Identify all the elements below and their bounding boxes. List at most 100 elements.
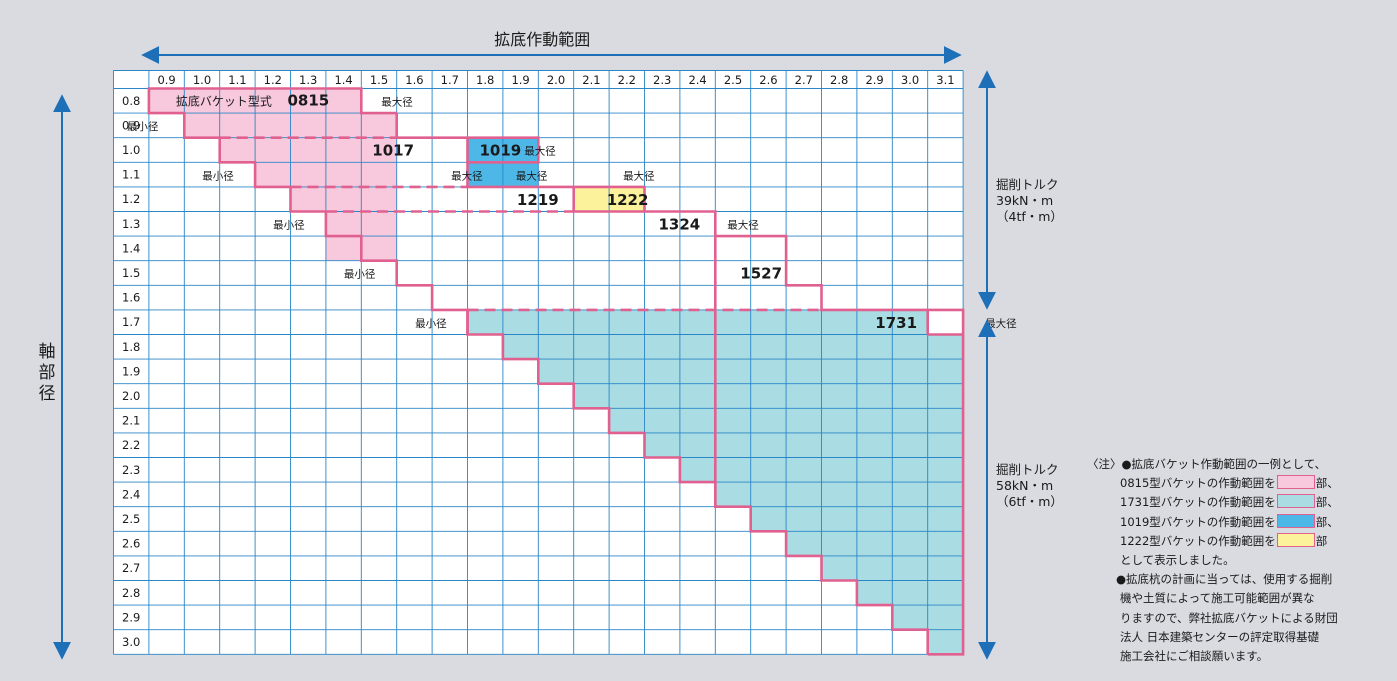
legend-0815-text: 0815型バケットの作動範囲を	[1120, 476, 1276, 491]
column-header: 1.6	[405, 73, 423, 87]
legend-swatch-yellow	[1276, 532, 1315, 547]
torque-upper-title: 掘削トルク	[996, 177, 1059, 192]
row-header: 3.0	[122, 635, 140, 649]
torque-upper-alt: （4tf・m）	[996, 209, 1063, 224]
max-diameter-label: 最大径	[623, 169, 655, 182]
torque-upper-value: 39kN・m	[996, 193, 1054, 208]
max-diameter-label: 最大径	[524, 145, 556, 158]
model-label-0815: 0815	[288, 92, 330, 110]
max-diameter-label: 最大径	[727, 219, 759, 232]
note-para2-1: 機や土質によって施工可能範囲が異な	[1120, 591, 1315, 606]
row-header: 2.0	[122, 389, 140, 403]
column-header: 2.3	[653, 73, 671, 87]
min-diameter-label: 最小径	[127, 120, 159, 133]
torque-lower-alt: （6tf・m）	[996, 494, 1063, 509]
model-label-1731: 1731	[875, 314, 917, 332]
column-header: 1.7	[441, 73, 459, 87]
model-label-1527: 1527	[740, 265, 782, 283]
row-header: 2.7	[122, 561, 140, 575]
legend-0815-suffix: 部、	[1315, 476, 1339, 491]
row-header: 1.3	[122, 217, 140, 231]
legend-1019-text: 1019型バケットの作動範囲を	[1120, 514, 1276, 529]
outline-upper-right	[395, 113, 965, 656]
legend-1222-suffix: 部	[1315, 533, 1328, 548]
max-diameter-label: 最大径	[516, 169, 548, 182]
row-header: 1.1	[122, 168, 140, 182]
row-header: 0.8	[122, 94, 140, 108]
column-header: 2.6	[759, 73, 777, 87]
column-header: 1.2	[264, 73, 282, 87]
torque-lower-value: 58kN・m	[996, 478, 1054, 493]
note-para2-3: 法人 日本建築センターの評定取得基礎	[1120, 629, 1320, 644]
column-header: 0.9	[157, 73, 175, 87]
column-header: 1.3	[299, 73, 317, 87]
legend-swatch-cyan	[1276, 494, 1315, 509]
column-header: 2.1	[582, 73, 600, 87]
min-diameter-label: 最小径	[415, 317, 447, 330]
legend-1222-text: 1222型バケットの作動範囲を	[1120, 533, 1276, 548]
model-label-1017: 1017	[372, 142, 414, 160]
model-label-1019: 1019	[480, 142, 522, 160]
outline-lower-stairs	[324, 211, 930, 655]
row-header: 2.3	[122, 463, 140, 477]
row-header: 1.2	[122, 192, 140, 206]
legend-1731-suffix: 部、	[1315, 495, 1339, 510]
row-header: 2.8	[122, 586, 140, 600]
label-type-prefix: 拡底バケット型式	[176, 94, 272, 109]
row-header: 1.6	[122, 291, 140, 305]
note-prefix: 〈注〉	[1087, 457, 1122, 471]
column-header: 1.1	[228, 73, 246, 87]
outline-0815	[147, 87, 397, 213]
row-header: 2.9	[122, 610, 140, 624]
min-diameter-label: 最小径	[344, 268, 376, 281]
legend-swatch-pink	[1276, 475, 1315, 490]
legend-1731-text: 1731型バケットの作動範囲を	[1120, 495, 1276, 510]
row-header: 1.4	[122, 241, 140, 255]
column-header: 1.8	[476, 73, 494, 87]
row-header: 1.8	[122, 340, 140, 354]
note-para2-0: ●拡底杭の計画に当っては、使用する掘削	[1116, 572, 1333, 587]
row-header: 1.0	[122, 143, 140, 157]
note-para2-2: りますので、弊社拡底バケットによる財団	[1120, 610, 1338, 625]
torque-upper: 掘削トルク 39kN・m （4tf・m）	[996, 177, 1063, 225]
torque-lower-title: 掘削トルク	[996, 462, 1059, 477]
row-header: 2.2	[122, 438, 140, 452]
row-header: 2.1	[122, 414, 140, 428]
note-line-shown: として表示しました。	[1120, 553, 1235, 568]
column-header: 2.0	[547, 73, 565, 87]
row-header: 1.7	[122, 315, 140, 329]
row-header: 2.6	[122, 537, 140, 551]
torque-lower: 掘削トルク 58kN・m （6tf・m）	[996, 462, 1063, 510]
axis-label-shaft-diameter: 軸部径	[38, 342, 56, 404]
column-header: 1.4	[334, 73, 352, 87]
model-label-1219: 1219	[517, 191, 559, 209]
note-para2-4: 施工会社にご相談願います。	[1120, 649, 1269, 664]
column-header: 2.2	[618, 73, 636, 87]
max-diameter-label: 最大径	[451, 169, 483, 182]
column-header: 1.5	[370, 73, 388, 87]
model-label-1324: 1324	[659, 216, 701, 234]
column-header: 3.1	[936, 73, 954, 87]
row-header: 1.5	[122, 266, 140, 280]
column-header: 2.5	[724, 73, 742, 87]
column-header: 1.0	[193, 73, 211, 87]
row-header: 2.4	[122, 487, 140, 501]
max-diameter-label: 最大径	[381, 96, 413, 109]
column-header: 1.9	[511, 73, 529, 87]
model-label-1222: 1222	[607, 191, 649, 209]
row-header: 2.5	[122, 512, 140, 526]
min-diameter-label: 最小径	[202, 169, 234, 182]
legend-1019-suffix: 部、	[1315, 514, 1339, 529]
column-header: 2.8	[830, 73, 848, 87]
note-box: 〈注〉●拡底バケット作動範囲の一例として、 0815型バケットの作動範囲を 部、 …	[1087, 455, 1387, 666]
min-diameter-label: 最小径	[273, 219, 305, 232]
column-header: 2.4	[688, 73, 706, 87]
diagram-title: 拡底作動範囲	[494, 30, 590, 49]
column-header: 2.9	[865, 73, 883, 87]
region-0815	[148, 88, 397, 261]
note-line1: ●拡底バケット作動範囲の一例として、	[1121, 457, 1327, 471]
max-diameter-label: 最大径	[985, 317, 1017, 330]
column-header: 3.0	[901, 73, 919, 87]
legend-swatch-blue	[1276, 513, 1315, 528]
